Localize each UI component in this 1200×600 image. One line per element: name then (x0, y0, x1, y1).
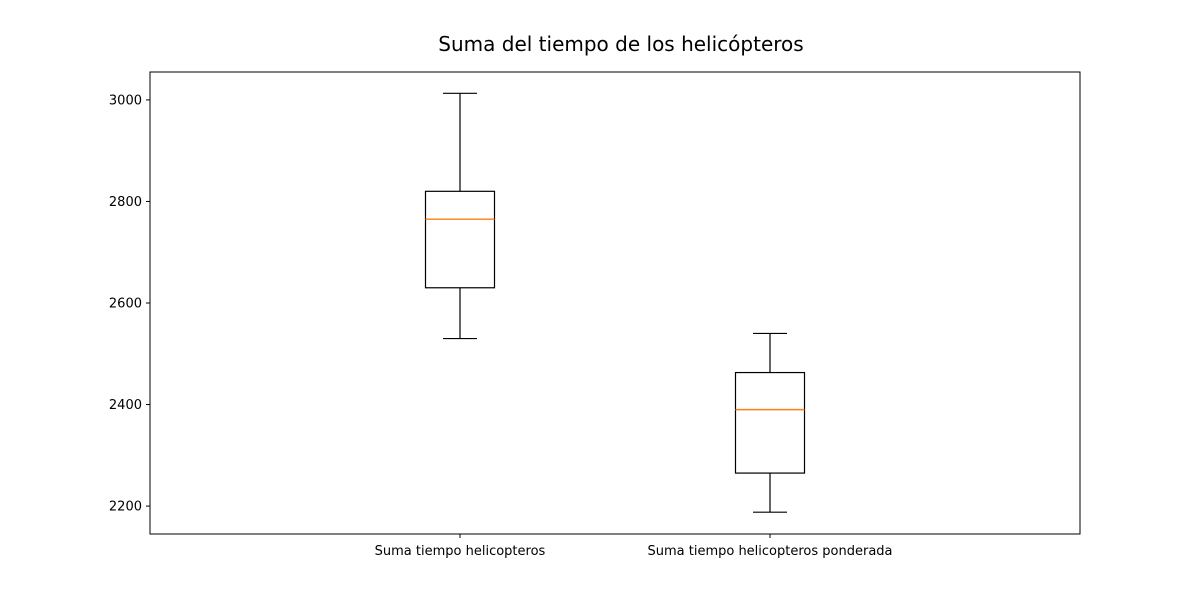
y-tick-label: 2400 (109, 398, 142, 413)
x-tick-label: Suma tiempo helicopteros (375, 544, 546, 559)
x-axis: Suma tiempo helicopteros Suma tiempo heli… (375, 534, 893, 559)
y-tick-label: 2200 (109, 500, 142, 515)
y-axis: 2200 2400 2600 2800 3000 (109, 93, 150, 515)
iqr-box (734, 371, 806, 474)
y-tick-label: 2800 (109, 195, 142, 210)
y-tick-label: 2600 (109, 297, 142, 312)
box-group (424, 92, 496, 340)
y-tick-label: 3000 (109, 93, 142, 108)
x-tick-label: Suma tiempo helicopteros ponderada (647, 544, 892, 559)
plot-frame (149, 71, 1081, 535)
iqr-box (424, 190, 496, 289)
chart-title: Suma del tiempo de los helicópteros (438, 32, 803, 56)
box-group (734, 332, 806, 513)
boxes-group (424, 92, 806, 513)
